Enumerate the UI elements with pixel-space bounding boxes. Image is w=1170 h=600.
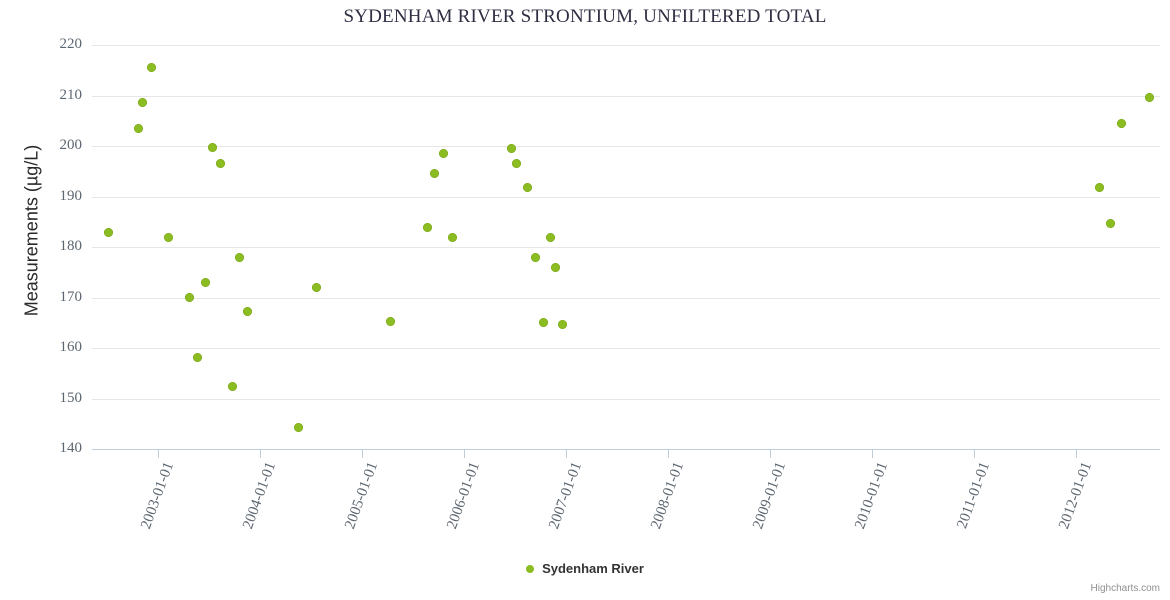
x-axis-tick-mark [770, 450, 771, 458]
x-axis-tick-label: 2010-01-01 [852, 460, 892, 532]
y-axis-tick-label: 200 [59, 137, 83, 153]
data-point[interactable] [511, 158, 521, 168]
x-axis-tick-mark [260, 450, 261, 458]
data-point[interactable] [422, 222, 432, 232]
x-axis-tick-mark [1076, 450, 1077, 458]
x-axis-tick-label: 2009-01-01 [750, 460, 790, 532]
y-gridline [92, 146, 1160, 147]
y-axis-tick-label: 190 [59, 187, 83, 204]
x-axis-tick-mark [974, 450, 975, 458]
chart-legend[interactable]: Sydenham River [0, 560, 1170, 576]
data-point[interactable] [133, 123, 143, 133]
x-axis-tick-label: 2012-01-01 [1056, 460, 1096, 532]
x-axis-tick-label: 2011-01-01 [954, 460, 994, 531]
data-point[interactable] [207, 142, 217, 152]
chart-title: SYDENHAM RIVER STRONTIUM, UNFILTERED TOT… [343, 6, 827, 27]
data-point[interactable] [137, 97, 147, 107]
data-point[interactable] [438, 148, 448, 158]
data-point[interactable] [1144, 92, 1154, 102]
x-axis-tick-label: 2004-01-01 [240, 460, 280, 532]
x-axis-tick-mark [872, 450, 873, 458]
data-point[interactable] [522, 182, 532, 192]
y-gridline [92, 196, 1160, 198]
data-point[interactable] [545, 232, 555, 242]
x-axis-line [92, 449, 1160, 450]
data-point[interactable] [550, 262, 560, 272]
data-point[interactable] [447, 232, 457, 242]
x-axis-tick-label: 2005-01-01 [342, 460, 382, 532]
data-point[interactable] [234, 252, 244, 262]
data-point[interactable] [1094, 182, 1104, 192]
x-axis-tick-label: 2003-01-01 [138, 460, 178, 532]
legend-item-label: Sydenham River [542, 561, 644, 577]
data-point[interactable] [242, 306, 252, 316]
data-point[interactable] [429, 168, 439, 178]
data-point[interactable] [1116, 118, 1126, 128]
y-gridline [92, 45, 1160, 46]
x-axis-tick-mark [158, 450, 159, 458]
x-axis-tick-label: 2006-01-01 [444, 460, 484, 532]
y-gridline [92, 398, 1160, 400]
data-point[interactable] [385, 316, 395, 326]
y-axis-tick-labels: 220 210 200 190 180 170 160 150 140 [10, 36, 83, 456]
y-axis-tick-label: 140 [59, 440, 83, 456]
data-point[interactable] [557, 319, 567, 329]
data-point[interactable] [215, 158, 225, 168]
data-point[interactable] [293, 422, 303, 432]
legend-item[interactable]: Sydenham River [526, 560, 644, 576]
x-axis-tick-mark [362, 450, 363, 458]
x-axis-tick-mark [668, 450, 669, 458]
x-axis-tick-label: 2007-01-01 [546, 460, 586, 532]
data-point[interactable] [146, 62, 156, 72]
data-point[interactable] [192, 352, 202, 362]
y-axis-tick-label: 180 [59, 238, 83, 254]
y-axis-tick-label: 150 [59, 389, 83, 406]
y-axis-tick-label: 220 [59, 36, 83, 52]
x-axis-tick-mark [566, 450, 567, 458]
credits-label[interactable]: Highcharts.com [1090, 583, 1160, 594]
x-axis-tick-mark [464, 450, 465, 458]
data-point[interactable] [163, 232, 173, 242]
data-point[interactable] [227, 381, 237, 391]
data-point[interactable] [311, 282, 321, 292]
data-point[interactable] [506, 143, 516, 153]
y-gridline [92, 95, 1160, 97]
plot-area [92, 45, 1160, 450]
data-point[interactable] [1105, 218, 1115, 228]
y-axis-tick-label: 160 [59, 339, 83, 355]
legend-marker-icon [526, 564, 535, 573]
data-point[interactable] [184, 292, 194, 302]
data-point[interactable] [200, 277, 210, 287]
data-point[interactable] [538, 317, 548, 327]
y-gridline [92, 348, 1160, 349]
y-gridline [92, 297, 1160, 299]
data-point[interactable] [530, 252, 540, 262]
x-axis-tick-label: 2008-01-01 [648, 460, 688, 532]
data-point[interactable] [103, 227, 113, 237]
y-axis-tick-label: 170 [59, 288, 83, 305]
y-gridline [92, 247, 1160, 248]
y-axis-tick-label: 210 [59, 86, 83, 103]
